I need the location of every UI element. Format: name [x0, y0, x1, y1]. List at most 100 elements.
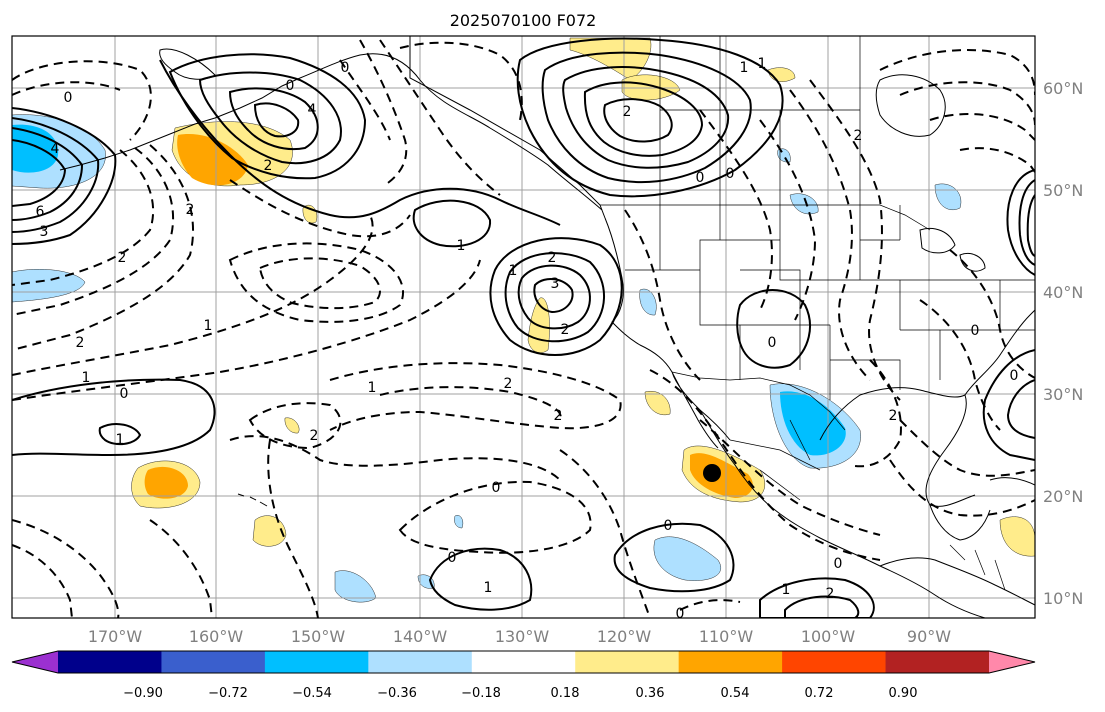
- contour-label: 2: [76, 335, 85, 351]
- positive-anomaly-region: [252, 515, 287, 547]
- dashed-contour: [649, 369, 881, 561]
- contour-label: 1: [116, 432, 125, 448]
- negative-anomaly-core: [12, 124, 59, 173]
- lat-label: 10°N: [1043, 589, 1083, 608]
- dashed-contour: [329, 362, 622, 431]
- subtropical-high-contour: [12, 378, 216, 457]
- dashed-contour: [12, 544, 73, 618]
- gridlines: [12, 36, 1035, 618]
- contour-label: 1: [758, 56, 767, 72]
- dashed-contour: [359, 39, 408, 186]
- dashed-contour: [12, 144, 194, 351]
- colorbar: −0.90 −0.72 −0.54 −0.36 −0.18 0.18 0.36 …: [11, 650, 1036, 701]
- hudson-bay-coast: [875, 74, 946, 137]
- contour-label: 2: [310, 428, 319, 444]
- contour-label: 1: [457, 238, 466, 254]
- colorbar-outline: [11, 650, 1036, 674]
- colorbar-segment: [471, 651, 576, 673]
- positive-contours: [12, 37, 1035, 618]
- dashed-contour: [379, 39, 501, 196]
- trough-core: [603, 98, 673, 143]
- contour-label: 0: [676, 606, 685, 622]
- alaska-coastline: [159, 48, 216, 80]
- lon-label: 140°W: [393, 627, 448, 646]
- negative-anomaly-region: [789, 193, 819, 215]
- dashed-contour: [919, 299, 1001, 431]
- contour-label: 2: [826, 586, 835, 602]
- lat-label: 50°N: [1043, 181, 1083, 200]
- colorbar-tick-label: −0.72: [208, 686, 248, 701]
- mexico-state-borders: [729, 419, 821, 501]
- east-coast-high: [982, 349, 1035, 461]
- colorbar-segment: [368, 651, 473, 673]
- contour-label: 0: [664, 518, 673, 534]
- contour-labels: 0 4 6 3 2 1 2 1 2 0 1 4 2 0 0 1 2 3 2 1: [36, 56, 1019, 622]
- contour-label: 2: [548, 250, 557, 266]
- lon-label: 100°W: [801, 627, 856, 646]
- contour-label: 0: [834, 556, 843, 572]
- contour-label: 6: [36, 204, 45, 220]
- pacific-low-contour: [428, 547, 533, 611]
- contour-ring: [12, 127, 84, 221]
- positive-anomaly-core: [690, 453, 753, 498]
- tropical-contour: [784, 595, 860, 618]
- contour-label: 0: [448, 550, 457, 566]
- contour-label: 2: [889, 408, 898, 424]
- dashed-contour: [12, 149, 155, 286]
- negative-contours: [12, 39, 1035, 618]
- dashed-contour: [12, 519, 120, 618]
- trough-ring: [516, 37, 784, 198]
- contour-label: 0: [286, 78, 295, 94]
- contour-label: 2: [186, 202, 195, 218]
- negative-anomaly-core: [780, 391, 846, 456]
- colorbar-segment: [678, 651, 783, 673]
- cutoff-low-outer: [489, 237, 623, 356]
- contour-label: 4: [308, 102, 317, 118]
- dashed-contour: [879, 49, 1035, 96]
- lon-label: 160°W: [189, 627, 244, 646]
- dashed-contour: [899, 81, 1035, 126]
- high-ridge: [168, 53, 367, 180]
- us-mexico-border: [671, 371, 846, 431]
- dashed-contour: [624, 209, 701, 381]
- colorbar-segment: [58, 651, 162, 673]
- contour-label: 0: [120, 386, 129, 402]
- colorbar-extend-min: [12, 651, 58, 673]
- contour-label: 2: [554, 408, 563, 424]
- positive-anomaly-region: [644, 391, 671, 416]
- dashed-contour: [149, 519, 213, 618]
- positive-anomaly-core: [144, 466, 188, 499]
- tropical-contour: [759, 577, 875, 618]
- lat-label: 30°N: [1043, 385, 1083, 404]
- colorbar-tick-label: −0.18: [461, 686, 501, 701]
- dashed-contour: [379, 386, 562, 421]
- east-ridge: [1018, 179, 1035, 266]
- dashed-contour: [679, 599, 741, 611]
- negative-anomaly-region: [653, 536, 721, 581]
- dashed-contour: [889, 459, 1035, 517]
- aleutian-islands: [59, 77, 301, 171]
- mexico-west-coast: [699, 409, 986, 618]
- contour-label: 2: [504, 376, 513, 392]
- yucatan: [929, 504, 991, 541]
- contour-label: 2: [264, 158, 273, 174]
- trough-ring: [562, 66, 730, 169]
- contour-label: 3: [40, 224, 49, 240]
- lon-label: 130°W: [495, 627, 550, 646]
- great-lakes: [919, 227, 986, 272]
- contour-label: 0: [341, 60, 350, 76]
- dashed-contour: [398, 480, 592, 554]
- colorbar-segment: [161, 651, 266, 673]
- cuba: [989, 477, 1035, 486]
- dashed-contour: [699, 109, 773, 311]
- dashed-contour: [929, 113, 1035, 141]
- positive-anomaly-region: [621, 74, 681, 101]
- colorbar-tick-label: 0.36: [636, 686, 665, 701]
- dashed-contour: [228, 242, 405, 323]
- colorbar-segment: [575, 651, 680, 673]
- east-ridge: [1026, 194, 1035, 257]
- lon-label: 170°W: [88, 627, 143, 646]
- colorbar-tick-label: −0.90: [123, 686, 163, 701]
- latitude-labels: 60°N 50°N 40°N 30°N 20°N 10°N: [1043, 79, 1083, 608]
